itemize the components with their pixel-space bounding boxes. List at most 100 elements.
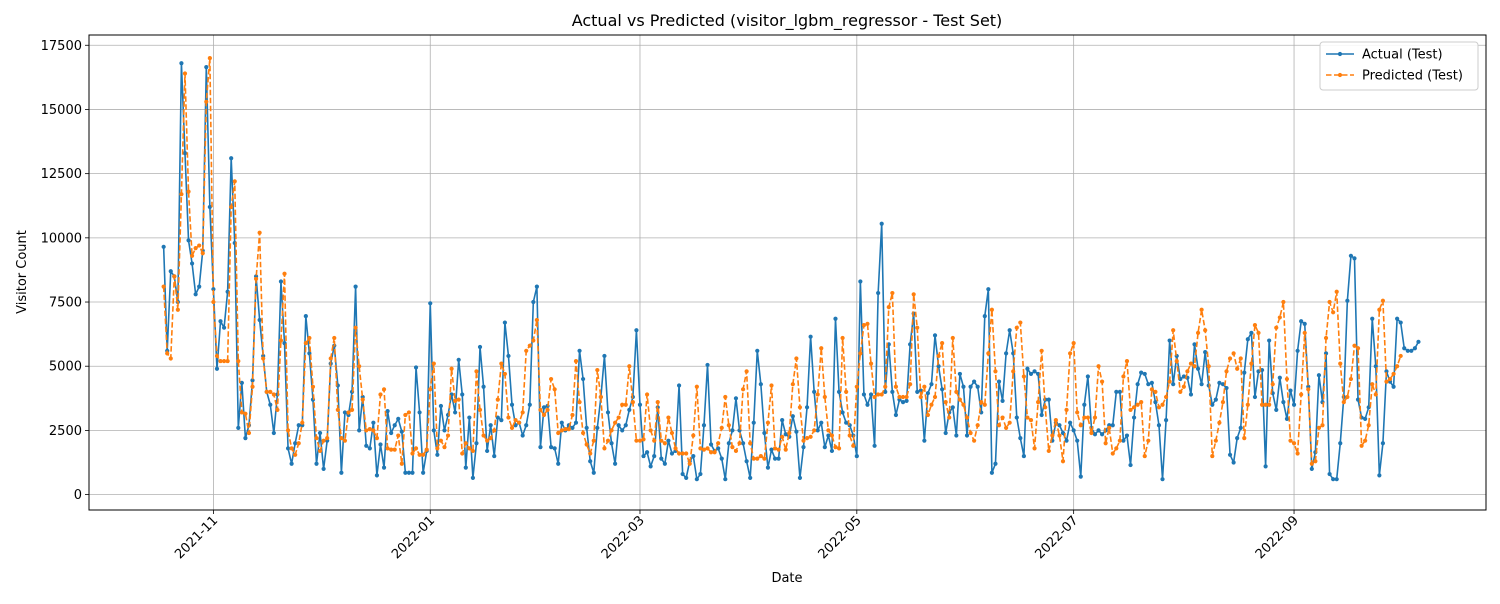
data-point	[829, 433, 835, 438]
data-point	[879, 392, 884, 397]
data-point	[453, 398, 458, 403]
data-point	[1032, 446, 1037, 451]
data-point	[189, 261, 195, 266]
data-point	[179, 61, 184, 66]
data-point	[474, 441, 479, 446]
data-point	[801, 444, 806, 450]
data-point	[826, 428, 831, 433]
data-point	[1096, 428, 1101, 433]
data-point	[605, 438, 611, 443]
data-point	[755, 456, 760, 461]
data-point	[538, 407, 543, 412]
data-point	[1075, 438, 1080, 443]
data-point	[758, 382, 763, 387]
data-point	[950, 405, 955, 410]
data-point	[1135, 382, 1140, 387]
data-point	[1331, 310, 1336, 315]
data-point	[403, 470, 408, 475]
data-point	[1252, 394, 1258, 400]
data-point	[1380, 441, 1386, 446]
data-point	[794, 356, 799, 361]
data-point	[1295, 348, 1300, 353]
data-point	[787, 430, 792, 436]
data-point	[1000, 398, 1005, 403]
data-point	[389, 447, 394, 452]
data-point	[403, 412, 408, 418]
data-point	[1338, 361, 1343, 366]
data-point	[1249, 361, 1254, 366]
data-point	[1131, 415, 1137, 420]
data-point	[1075, 410, 1080, 415]
data-point	[772, 446, 778, 451]
data-point	[904, 394, 909, 400]
data-point	[520, 410, 525, 415]
data-point	[840, 410, 845, 415]
data-point	[197, 284, 202, 289]
data-point	[1252, 323, 1258, 328]
data-point	[780, 434, 785, 439]
data-point	[829, 448, 835, 454]
data-point	[218, 319, 223, 324]
x-tick-label: 2022-01	[389, 513, 438, 562]
data-point	[364, 443, 369, 448]
y-tick-label: 5000	[49, 360, 82, 375]
data-point	[968, 384, 973, 389]
data-point	[1398, 353, 1403, 359]
data-point	[986, 287, 991, 292]
data-point	[204, 99, 209, 104]
data-point	[470, 448, 476, 454]
data-point	[193, 292, 198, 297]
data-point	[357, 364, 362, 369]
data-point	[602, 446, 607, 451]
data-point	[847, 433, 852, 438]
data-point	[620, 402, 625, 407]
data-point	[239, 410, 244, 415]
data-point	[744, 459, 749, 464]
data-point	[1238, 356, 1243, 361]
data-point	[396, 416, 401, 421]
data-point	[1316, 425, 1322, 430]
data-point	[556, 430, 561, 436]
data-point	[211, 287, 216, 292]
data-point	[1000, 415, 1005, 420]
data-point	[925, 412, 931, 418]
data-point	[719, 456, 724, 461]
data-point	[694, 477, 699, 482]
data-point	[644, 450, 650, 455]
data-point	[1277, 375, 1282, 380]
data-point	[268, 389, 273, 394]
data-point	[748, 475, 753, 481]
data-point	[964, 415, 970, 420]
data-point	[285, 446, 291, 451]
data-point	[492, 453, 497, 459]
data-point	[979, 400, 984, 405]
data-point	[687, 461, 692, 466]
data-point	[1078, 423, 1083, 428]
data-point	[527, 402, 532, 407]
data-point	[872, 443, 877, 448]
data-point	[1348, 253, 1354, 258]
data-point	[1085, 374, 1090, 379]
plot-frame	[88, 34, 1487, 511]
data-point	[1355, 346, 1361, 351]
data-point	[868, 361, 874, 366]
data-point	[1153, 389, 1158, 394]
data-point	[790, 414, 795, 419]
data-point	[982, 402, 987, 407]
data-point	[730, 428, 735, 433]
data-point	[1107, 425, 1112, 430]
data-point	[1274, 325, 1279, 330]
data-point	[477, 344, 483, 350]
predicted-series	[161, 56, 1403, 466]
data-point	[1277, 315, 1282, 320]
data-point	[1128, 407, 1133, 412]
data-point	[1011, 369, 1016, 374]
data-point	[915, 325, 920, 330]
data-point	[1224, 385, 1229, 391]
data-point	[218, 358, 223, 364]
data-point	[676, 451, 682, 456]
data-point	[1117, 438, 1122, 443]
data-point	[1263, 464, 1268, 469]
data-point	[737, 441, 742, 446]
